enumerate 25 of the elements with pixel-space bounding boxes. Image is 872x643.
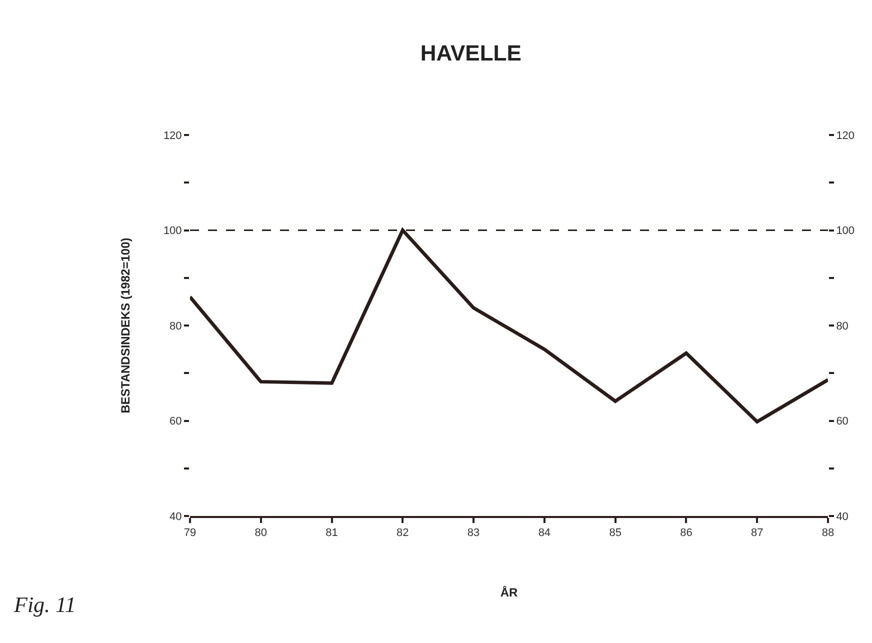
y-tick-label: 40 [170,510,182,523]
y-tick-label: 100 [163,225,182,238]
caption: Fig. 11 [13,592,76,617]
x-tick-label: 86 [680,527,692,540]
chart-title: HAVELLE [420,40,522,66]
x-tick-label: 80 [254,527,268,540]
y2-tick-label: 100 [836,225,855,238]
x-tick-label: 81 [326,527,338,540]
y2-tick-label: 60 [836,416,848,428]
y2-tick-label: 40 [836,510,848,523]
line-series [190,228,828,424]
y-tick-label: 120 [163,130,182,142]
x-tick-label: 79 [184,527,196,540]
x-tick-label: 83 [467,527,480,540]
y2-tick-label: 80 [836,320,848,332]
y-axis-title: BESTANDSINDEKS (1982=100) [118,238,133,414]
y2-tick-label: 120 [836,130,855,142]
x-tick-label: 87 [750,527,764,540]
y-tick-label: 60 [170,416,182,428]
x-tick-label: 88 [822,527,834,540]
x-tick-label: 85 [609,527,622,540]
x-axis-title: ÅR [500,586,518,600]
y-tick-label: 80 [170,320,182,332]
x-tick-label: 82 [396,527,409,540]
x-tick-label: 84 [538,527,551,540]
